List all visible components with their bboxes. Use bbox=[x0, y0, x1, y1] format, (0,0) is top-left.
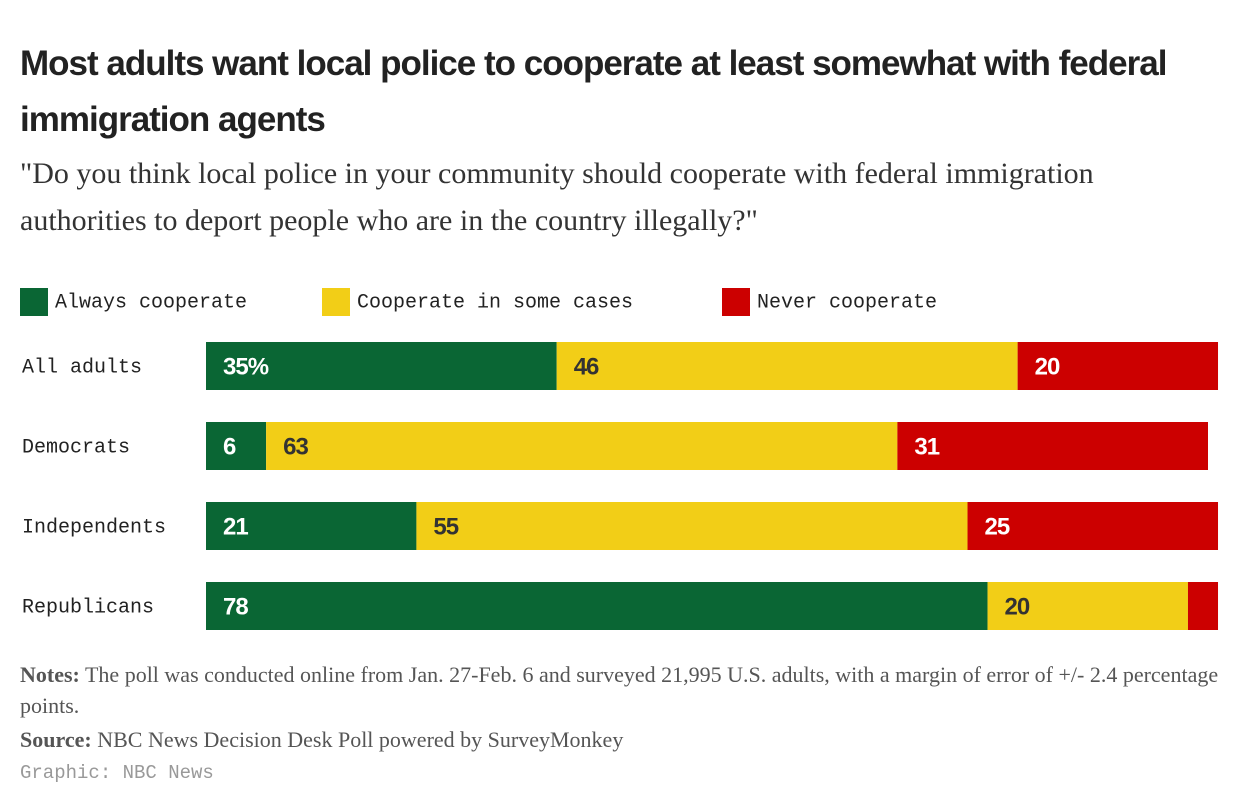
value-label: 55 bbox=[433, 513, 458, 540]
value-label: 20 bbox=[1005, 593, 1030, 620]
category-label: All adults bbox=[22, 356, 142, 379]
bar-segment bbox=[206, 582, 988, 630]
bar-segment bbox=[206, 422, 267, 470]
value-label: 6 bbox=[223, 433, 236, 460]
value-label: 31 bbox=[914, 433, 939, 460]
bar-segment bbox=[987, 582, 1188, 630]
legend-swatch bbox=[722, 288, 750, 316]
bar-segment bbox=[1017, 342, 1219, 390]
legend-swatch bbox=[20, 288, 48, 316]
chart-subtitle: "Do you think local police in your commu… bbox=[20, 157, 1094, 237]
source-text: NBC News Decision Desk Poll powered by S… bbox=[97, 727, 624, 752]
value-label: 63 bbox=[283, 433, 308, 460]
notes: Notes: The poll was conducted online fro… bbox=[20, 659, 1220, 721]
category-label: Independents bbox=[22, 516, 166, 539]
bar-segment bbox=[1187, 582, 1219, 630]
value-label: 46 bbox=[574, 353, 599, 380]
legend-label: Never cooperate bbox=[757, 291, 937, 314]
value-label: 25 bbox=[985, 513, 1010, 540]
credit: Graphic: NBC News bbox=[20, 762, 214, 784]
source: Source: NBC News Decision Desk Poll powe… bbox=[20, 724, 1220, 755]
notes-text: The poll was conducted online from Jan. … bbox=[20, 662, 1219, 718]
value-label: 78 bbox=[223, 593, 248, 620]
bar-segment bbox=[206, 502, 417, 550]
bar-segment bbox=[897, 422, 1208, 470]
value-label: 21 bbox=[223, 513, 248, 540]
source-label: Source: bbox=[20, 727, 92, 752]
bar-segment bbox=[266, 422, 898, 470]
bar-segment bbox=[206, 342, 557, 390]
bar-segment bbox=[556, 342, 1018, 390]
value-label: 20 bbox=[1035, 353, 1060, 380]
value-label: 35% bbox=[223, 353, 269, 380]
notes-label: Notes: bbox=[20, 662, 80, 687]
bar-segment bbox=[416, 502, 968, 550]
legend-swatch bbox=[322, 288, 350, 316]
bar-segment bbox=[967, 502, 1219, 550]
category-label: Republicans bbox=[22, 596, 154, 619]
chart-title: Most adults want local police to coopera… bbox=[20, 44, 1167, 139]
legend-label: Always cooperate bbox=[55, 291, 247, 314]
category-label: Democrats bbox=[22, 436, 130, 459]
legend-label: Cooperate in some cases bbox=[357, 291, 633, 314]
chart: Always cooperate Cooperate in some cases N… bbox=[20, 288, 1219, 630]
